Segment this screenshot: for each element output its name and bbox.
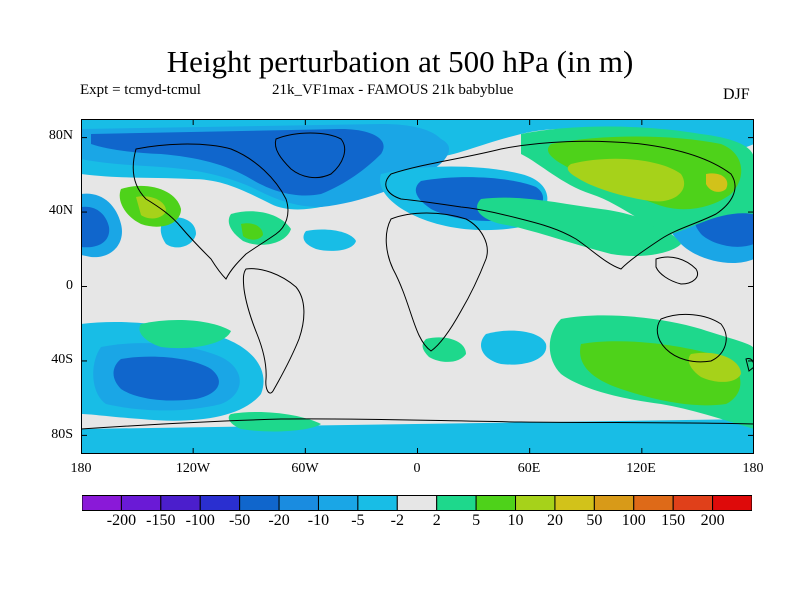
lat-label-80s: 80S — [51, 427, 73, 442]
coast-maritime — [655, 256, 698, 285]
colorbar-box — [199, 495, 241, 511]
shade-spac-pos — [139, 319, 231, 349]
coast-eurasia — [385, 140, 736, 270]
shade-asia-pos-light — [477, 197, 681, 256]
shade-aus-pos-strong — [688, 352, 741, 382]
shade-npac-pos-strong — [136, 196, 166, 219]
colorbar-box — [593, 495, 635, 511]
colorbar-box — [712, 495, 752, 511]
shade-npac-neg-deep — [81, 206, 110, 248]
shade-ss-pos — [228, 412, 321, 432]
lon-label-60e: 60E — [517, 461, 541, 476]
lon-label-120e: 120E — [626, 461, 656, 476]
coast-north-america — [132, 143, 289, 280]
colorbar-label: -20 — [268, 512, 290, 529]
colorbar-label: 10 — [507, 512, 524, 529]
colorbar-label: 200 — [700, 512, 725, 529]
shade-siberia-pos-deep — [706, 173, 728, 192]
height-perturbation-map — [81, 119, 754, 454]
lat-label-80n: 80N — [48, 128, 73, 143]
colorbar-box — [554, 495, 595, 511]
colorbar-label: -100 — [185, 512, 215, 529]
coast-greenland — [274, 132, 346, 179]
colorbar-label: 2 — [432, 512, 441, 529]
colorbar-box — [82, 495, 122, 511]
coast-antarctica — [81, 418, 754, 430]
colorbar-box — [436, 495, 477, 511]
coast-south-america — [242, 268, 305, 394]
shade-arctic-neg-deep — [91, 129, 384, 196]
colorbar-label: -200 — [106, 512, 137, 529]
colorbar-box — [633, 495, 674, 511]
figure-title: Height perturbation at 500 hPa (in m) — [166, 44, 634, 79]
colorbar — [82, 495, 752, 511]
lat-label-40s: 40S — [51, 352, 73, 367]
colorbar-label: -50 — [228, 512, 251, 529]
colorbar-box — [278, 495, 319, 511]
lat-label-0: 0 — [66, 278, 73, 293]
lat-label-40n: 40N — [48, 203, 73, 218]
colorbar-label: -2 — [390, 512, 404, 529]
colorbar-box — [475, 495, 517, 511]
colorbar-label: -150 — [146, 512, 176, 529]
colorbar-box — [317, 495, 359, 511]
axis-ticks — [81, 119, 754, 454]
colorbar-label: -10 — [307, 512, 330, 529]
coast-africa — [385, 212, 488, 352]
colorbar-box — [160, 495, 201, 511]
colorbar-box — [357, 495, 398, 511]
lon-label-120w: 120W — [175, 461, 211, 476]
colorbar-label: -5 — [351, 512, 365, 529]
colorbar-label: 20 — [546, 512, 563, 529]
colorbar-label: 50 — [586, 512, 603, 529]
colorbar-box — [672, 495, 714, 511]
lon-label-180e: 180 — [742, 461, 764, 476]
colorbar-label: 5 — [472, 512, 481, 529]
run-label: 21k_VF1max - FAMOUS 21k babyblue — [272, 82, 514, 98]
season-label: DJF — [723, 86, 750, 103]
colorbar-box — [120, 495, 162, 511]
perturbation-shading — [81, 119, 754, 454]
lon-label-60w: 60W — [291, 461, 319, 476]
colorbar-label: 150 — [661, 512, 686, 529]
colorbar-box — [396, 495, 438, 511]
colorbar-box — [239, 495, 280, 511]
lon-label-180w: 180 — [70, 461, 92, 476]
experiment-label: Expt = tcmyd-tcmul — [80, 82, 201, 98]
shade-atl-pos-mid — [241, 223, 263, 240]
shade-siberia-pos-strong — [567, 158, 685, 202]
lon-label-0: 0 — [413, 461, 421, 476]
shade-tropical-neg-2 — [303, 229, 356, 251]
shade-satl-neg — [481, 330, 547, 365]
colorbar-label: 100 — [621, 512, 646, 529]
shade-tropical-neg-1 — [160, 217, 196, 248]
colorbar-box — [515, 495, 556, 511]
shade-spac-neg-deep — [113, 356, 219, 401]
coast-australia — [656, 314, 727, 363]
shade-satl-pos — [422, 337, 466, 362]
